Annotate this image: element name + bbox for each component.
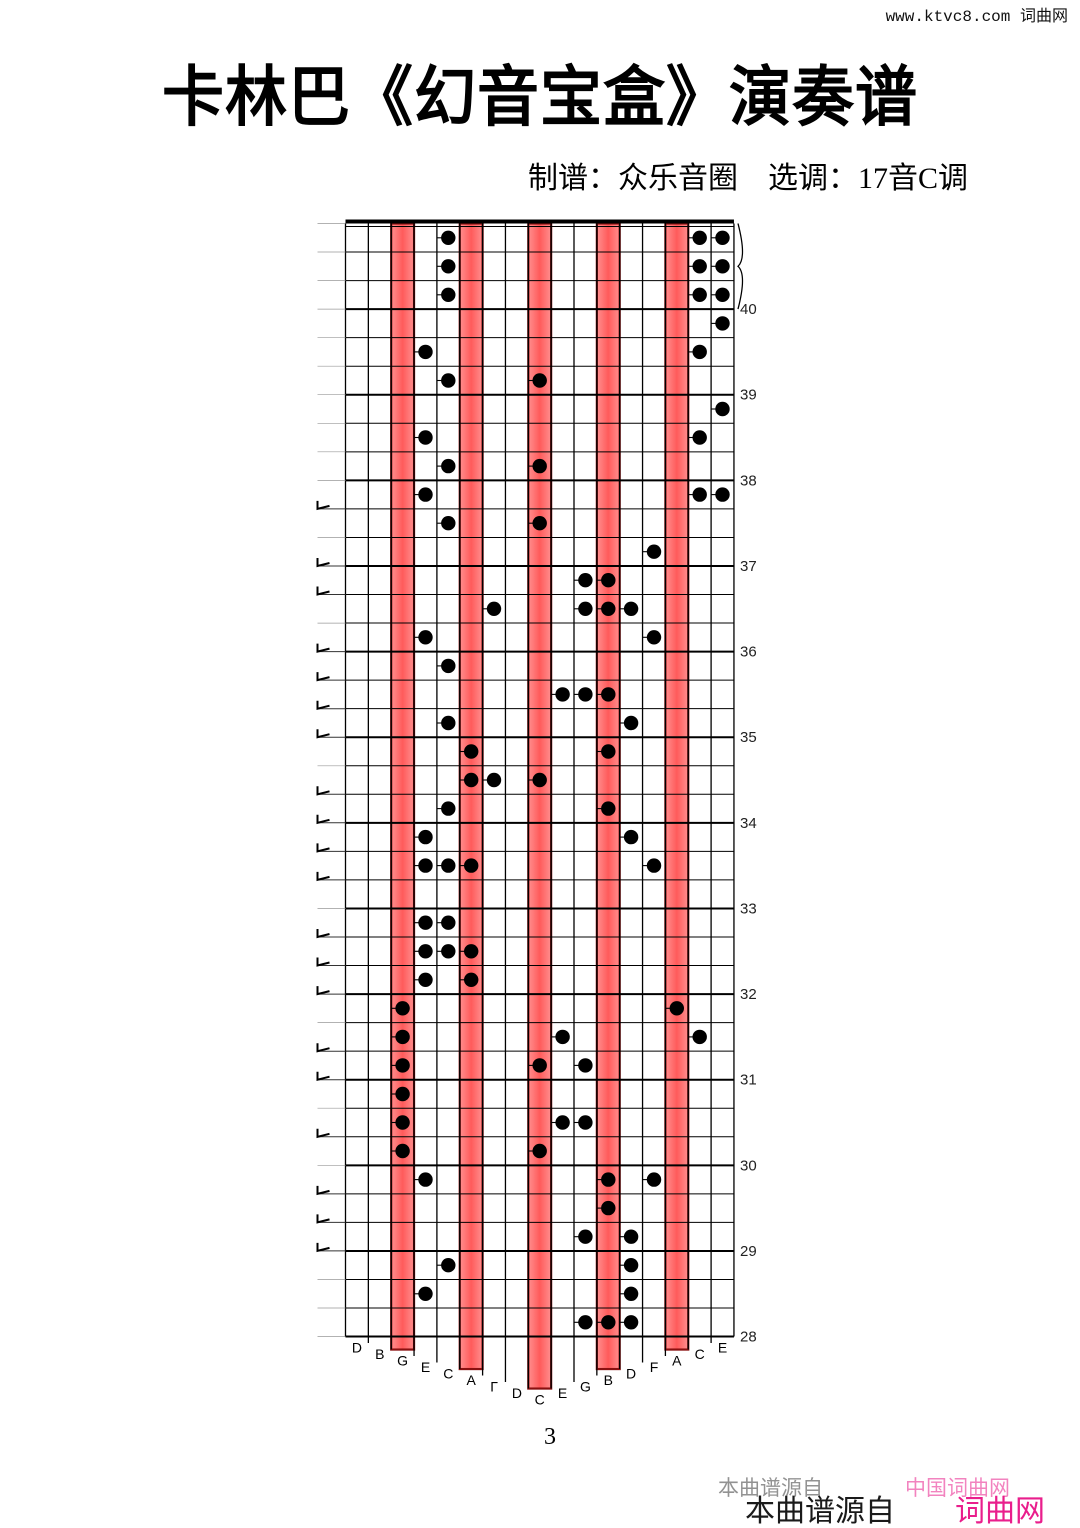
svg-text:B: B xyxy=(604,1372,613,1388)
svg-text:D: D xyxy=(512,1385,522,1401)
svg-text:31: 31 xyxy=(740,1072,757,1089)
svg-text:E: E xyxy=(421,1359,430,1375)
svg-text:37: 37 xyxy=(740,558,757,575)
svg-text:F: F xyxy=(650,1359,659,1375)
svg-text:Г: Г xyxy=(490,1379,498,1395)
svg-text:C: C xyxy=(443,1366,453,1382)
svg-text:C: C xyxy=(535,1392,545,1408)
svg-text:38: 38 xyxy=(740,472,757,489)
svg-text:40: 40 xyxy=(740,301,757,318)
svg-text:D: D xyxy=(626,1366,636,1382)
svg-text:33: 33 xyxy=(740,901,757,918)
svg-text:C: C xyxy=(695,1346,705,1362)
svg-text:35: 35 xyxy=(740,729,757,746)
svg-text:32: 32 xyxy=(740,986,757,1003)
svg-text:D: D xyxy=(352,1340,362,1356)
svg-text:B: B xyxy=(375,1346,384,1362)
svg-text:G: G xyxy=(397,1353,408,1369)
svg-text:29: 29 xyxy=(740,1243,757,1260)
svg-text:A: A xyxy=(467,1372,477,1388)
svg-text:A: A xyxy=(672,1353,682,1369)
svg-text:28: 28 xyxy=(740,1329,757,1346)
svg-text:34: 34 xyxy=(740,815,757,832)
svg-text:36: 36 xyxy=(740,644,757,661)
svg-text:E: E xyxy=(558,1385,567,1401)
svg-text:30: 30 xyxy=(740,1157,757,1174)
svg-text:E: E xyxy=(718,1340,727,1356)
svg-text:39: 39 xyxy=(740,387,757,404)
svg-text:G: G xyxy=(580,1379,591,1395)
